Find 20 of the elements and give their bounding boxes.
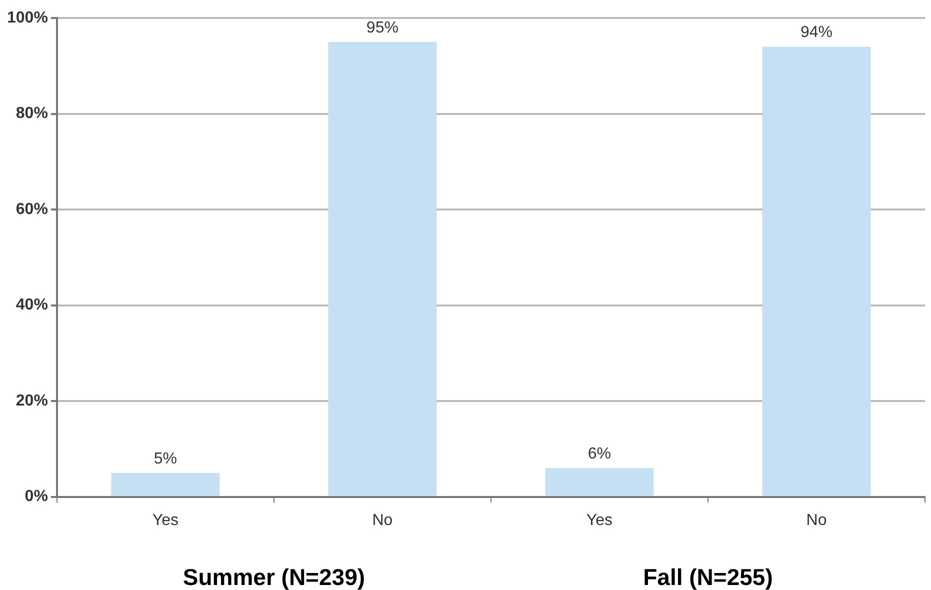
text: Fall (N=255) [643, 564, 773, 590]
data-label: 94% [800, 24, 833, 42]
y-tick-label: 100% [7, 9, 48, 26]
bar [762, 46, 871, 496]
bar [328, 42, 437, 496]
data-label: 5% [154, 450, 177, 468]
y-tick-label: 80% [16, 105, 48, 122]
bar [111, 472, 220, 496]
y-tick-label: 40% [16, 296, 48, 314]
x-tick-label: No [806, 512, 827, 529]
y-tick-label: 60% [16, 200, 48, 218]
y-tick-label: 20% [16, 392, 48, 410]
data-label: 95% [366, 19, 398, 36]
x-tick-label: Yes [586, 512, 613, 529]
y-tick-label: 0% [24, 488, 48, 506]
text: Summer (N=239) [182, 564, 366, 590]
bar [545, 468, 654, 496]
x-tick-label: Yes [152, 512, 178, 529]
data-label: 6% [588, 445, 612, 462]
x-tick-label: No [372, 512, 393, 529]
